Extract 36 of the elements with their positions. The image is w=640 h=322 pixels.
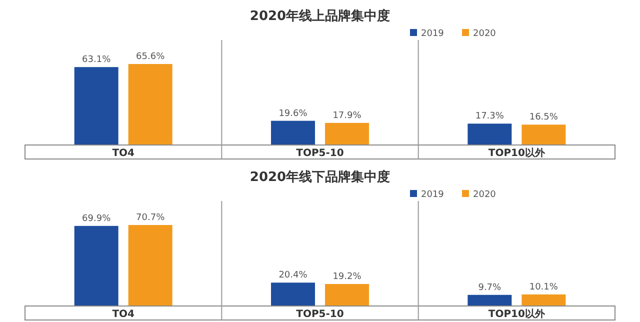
bar <box>325 284 369 306</box>
bar <box>522 294 566 306</box>
data-label: 65.6% <box>136 52 166 62</box>
bar <box>128 225 172 306</box>
data-label: 16.5% <box>529 112 558 123</box>
data-label: 19.2% <box>332 272 362 282</box>
bar <box>325 122 369 145</box>
legend-label: 2019 <box>421 29 444 39</box>
legend-label: 2020 <box>473 29 496 39</box>
bar <box>74 67 118 145</box>
bar <box>468 124 512 145</box>
data-label: 69.9% <box>82 214 112 224</box>
data-label: 63.1% <box>82 55 112 66</box>
legend-label: 2020 <box>473 190 496 200</box>
data-label: 20.4% <box>278 270 308 281</box>
x-tick-label: TO4 <box>112 148 135 159</box>
x-tick-label: TOP5-10 <box>296 148 344 159</box>
x-tick-label: TOP5-10 <box>296 309 344 320</box>
data-label: 9.7% <box>478 282 502 293</box>
chart-title: 2020年线上品牌集中度 <box>250 8 390 24</box>
bar <box>271 120 315 145</box>
data-label: 17.9% <box>332 110 362 121</box>
data-label: 19.6% <box>278 108 308 119</box>
bar <box>522 124 566 145</box>
data-label: 10.1% <box>529 282 558 292</box>
bar <box>74 226 118 306</box>
x-tick-label: TO4 <box>112 309 135 320</box>
data-label: 70.7% <box>136 213 166 223</box>
x-tick-label: TOP10以外 <box>488 147 546 159</box>
bar <box>271 282 315 306</box>
x-tick-label: TOP10以外 <box>488 308 546 320</box>
bar <box>128 64 172 145</box>
legend-label: 2019 <box>421 190 444 200</box>
bar <box>468 294 512 306</box>
data-label: 17.3% <box>475 112 504 122</box>
chart-title: 2020年线下品牌集中度 <box>250 169 390 185</box>
